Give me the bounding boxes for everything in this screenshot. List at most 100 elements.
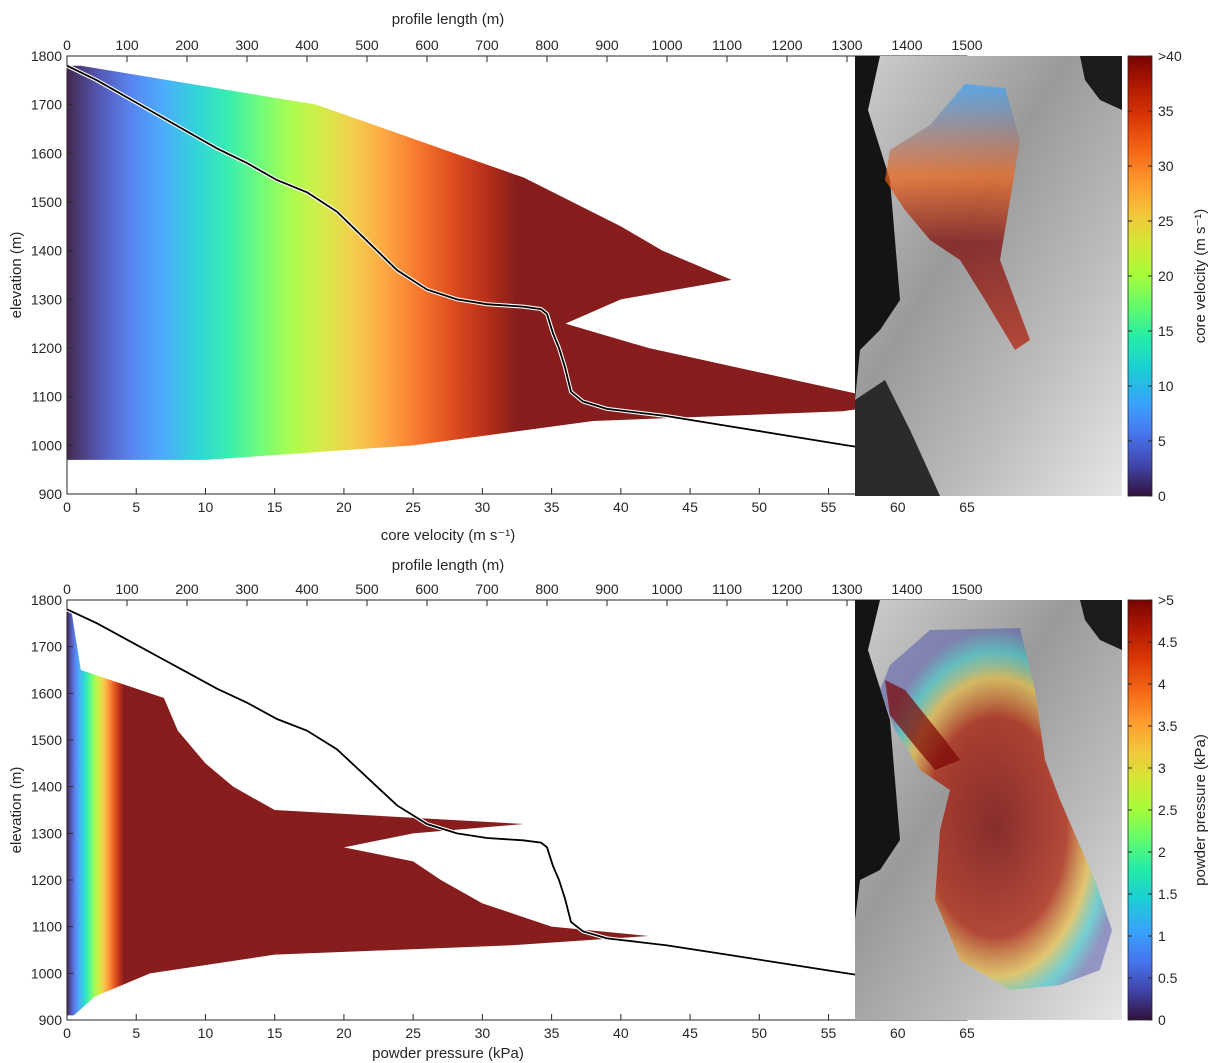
x-tick-label: 10 <box>198 499 214 515</box>
x-tick-label: 25 <box>405 1025 421 1041</box>
x-tick-label: 0 <box>63 1025 71 1041</box>
data-layer <box>66 607 911 1016</box>
colorbar-tick-label: 4.5 <box>1158 634 1178 650</box>
top-x-tick-label: 1200 <box>771 581 802 597</box>
colorbar-tick-label: 10 <box>1158 378 1174 394</box>
x-axis-label: core velocity (m s⁻¹) <box>381 527 516 544</box>
top-x-tick-label: 100 <box>115 37 139 53</box>
top-x-tick-label: 0 <box>63 37 71 53</box>
x-tick-label: 10 <box>198 1025 214 1041</box>
top-x-tick-label: 1500 <box>951 37 982 53</box>
colorbar-tick-label: 2 <box>1158 844 1166 860</box>
colorbar-tick-label: 35 <box>1158 103 1174 119</box>
velocity-profile-plot: 0 5 10 15 20 25 30 35 40 45 50 55 60 65 0 100 200 300 400 5… <box>8 11 983 544</box>
x-tick-label: 65 <box>959 1025 975 1041</box>
shadow-region-bottom <box>855 380 940 496</box>
pressure-profile-plot: 0 5 10 15 20 25 30 35 40 45 50 55 60 65 0 100 200 300 400 5… <box>8 557 983 1062</box>
top-x-tick-label: 400 <box>295 37 319 53</box>
colorbar-tick-label: 5 <box>1158 433 1166 449</box>
top-x-tick-label: 0 <box>63 581 71 597</box>
y-axis-label: elevation (m) <box>8 232 25 319</box>
top-x-tick-label: 700 <box>475 581 499 597</box>
axes-layer: 0 5 10 15 20 25 30 35 40 45 50 55 60 65 0 100 200 300 400 5… <box>31 581 983 1041</box>
x-tick-label: 5 <box>132 1025 140 1041</box>
top-x-tick-label: 800 <box>535 37 559 53</box>
x-tick-label: 30 <box>475 499 491 515</box>
top-x-tick-label: 600 <box>415 581 439 597</box>
colorbar-tick-label: 0 <box>1158 488 1166 504</box>
top-x-axis-label: profile length (m) <box>392 557 505 574</box>
top-x-tick-label: 1100 <box>712 581 742 597</box>
top-x-tick-label: 1500 <box>951 581 982 597</box>
top-x-axis-label: profile length (m) <box>392 11 505 28</box>
x-axis-label: powder pressure (kPa) <box>372 1045 524 1062</box>
x-tick-label: 15 <box>267 499 283 515</box>
terrain-profile-line <box>66 64 911 456</box>
colorbar-tick-label: 15 <box>1158 323 1174 339</box>
top-x-tick-label: 1300 <box>831 581 862 597</box>
top-x-tick-label: 1400 <box>891 37 922 53</box>
top-x-tick-label: 700 <box>475 37 499 53</box>
y-tick-label: 1700 <box>31 639 62 655</box>
y-tick-label: 1400 <box>31 243 62 259</box>
y-tick-label: 1300 <box>31 825 62 841</box>
top-x-tick-label: 1000 <box>651 37 682 53</box>
top-x-tick-label: 900 <box>595 37 619 53</box>
y-tick-label: 1000 <box>31 437 62 453</box>
y-tick-label: 1800 <box>31 48 62 64</box>
x-tick-label: 35 <box>544 499 560 515</box>
x-tick-label: 30 <box>475 1025 491 1041</box>
shadow-region-top-right <box>1080 600 1122 650</box>
colorbar-tick-label: 1.5 <box>1158 886 1178 902</box>
x-tick-label: 45 <box>682 499 698 515</box>
x-tick-label: 35 <box>544 1025 560 1041</box>
y-tick-label: 1400 <box>31 779 62 795</box>
x-tick-label: 40 <box>613 499 629 515</box>
colorbar-tick-label: >5 <box>1158 592 1174 608</box>
colorbar-tick-label: 4 <box>1158 676 1166 692</box>
top-x-tick-label: 1200 <box>771 37 802 53</box>
data-layer <box>66 63 912 460</box>
top-x-tick-label: 100 <box>115 581 139 597</box>
x-tick-label: 50 <box>752 1025 768 1041</box>
data-envelope <box>67 65 912 460</box>
top-x-tick-label: 200 <box>175 37 199 53</box>
colorbar-label: core velocity (m s⁻¹) <box>1192 209 1209 344</box>
velocity-map: 0 5 10 15 20 25 30 35 >40 core velocity (m s⁻¹) <box>855 48 1209 504</box>
colorbar-tick-label: 3.5 <box>1158 718 1178 734</box>
colorbar-tick-label: 3 <box>1158 760 1166 776</box>
x-tick-label: 60 <box>890 1025 906 1041</box>
top-x-tick-label: 500 <box>355 581 379 597</box>
y-axis-label: elevation (m) <box>8 767 25 854</box>
shadow-region-left <box>855 600 900 920</box>
terrain-profile-line <box>66 608 911 984</box>
y-tick-label: 1600 <box>31 685 62 701</box>
x-tick-label: 20 <box>336 499 352 515</box>
colorbar-tick-label: 20 <box>1158 268 1174 284</box>
x-tick-label: 55 <box>821 499 837 515</box>
colorbar-tick-label: 25 <box>1158 213 1174 229</box>
colorbar-tick-label: >40 <box>1158 48 1182 64</box>
y-tick-label: 1200 <box>31 340 62 356</box>
colorbar-tick-label: 0.5 <box>1158 970 1178 986</box>
y-tick-label: 1500 <box>31 732 62 748</box>
top-x-tick-label: 1400 <box>891 581 922 597</box>
x-tick-label: 15 <box>267 1025 283 1041</box>
top-x-tick-label: 600 <box>415 37 439 53</box>
x-tick-label: 25 <box>405 499 421 515</box>
colorbar-tick-label: 30 <box>1158 158 1174 174</box>
x-tick-label: 0 <box>63 499 71 515</box>
shadow-region-top-right <box>1080 56 1122 110</box>
y-tick-label: 1500 <box>31 194 62 210</box>
y-tick-label: 900 <box>39 1012 63 1028</box>
x-tick-label: 20 <box>336 1025 352 1041</box>
top-x-tick-label: 300 <box>235 581 259 597</box>
x-tick-label: 50 <box>752 499 768 515</box>
pressure-hotspot-left <box>885 680 960 770</box>
colorbar-ticks: 0 5 10 15 20 25 30 35 >40 <box>1128 48 1182 504</box>
top-x-tick-label: 200 <box>175 581 199 597</box>
y-tick-label: 1100 <box>32 919 62 935</box>
velocity-footprint <box>885 84 1030 350</box>
y-tick-label: 1300 <box>31 291 62 307</box>
